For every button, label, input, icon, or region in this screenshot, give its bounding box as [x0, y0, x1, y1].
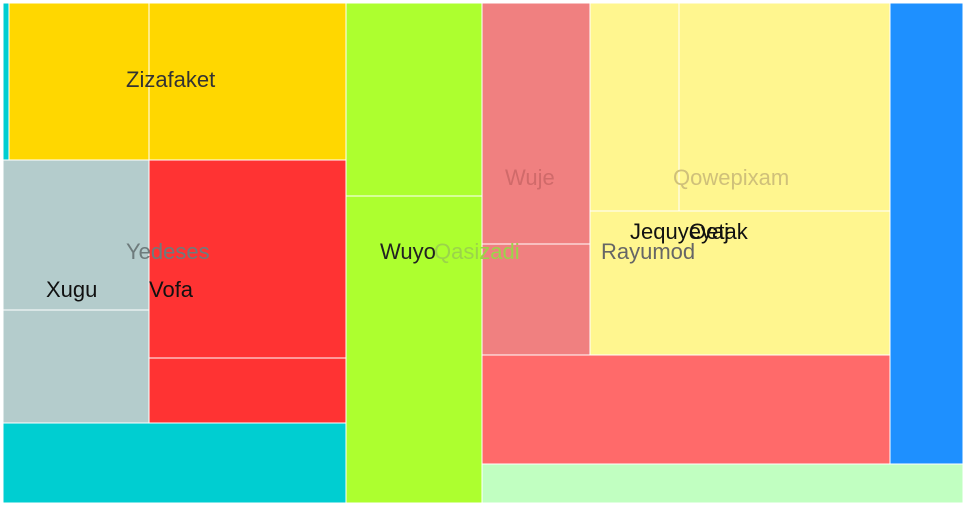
tile-zizafaket-left: [8, 2, 150, 161]
tile-salmon: [481, 354, 891, 465]
tile-zizafaket-right: [148, 2, 347, 161]
tile-qowepixam-right: [678, 2, 891, 212]
tile-blue: [889, 2, 964, 465]
tile-qasizadi-top: [345, 2, 483, 197]
label-xugu: Xugu: [46, 277, 97, 302]
label-qowepixam: Qowepixam: [673, 165, 789, 190]
tile-vofa-bottom: [148, 357, 347, 424]
label-jequyeyaj: Jequyeyaj: [630, 219, 729, 244]
tile-wuje: [481, 2, 591, 245]
tile-vofa-top: [148, 159, 347, 359]
label-wuje: Wuje: [505, 165, 555, 190]
label-yedeses: Yedeses: [126, 239, 210, 264]
tile-xugu-bottom: [2, 309, 150, 424]
label-oetak: Oetak: [689, 219, 749, 244]
label-wuyo: Wuyo: [380, 239, 436, 264]
label-rayumod: Rayumod: [601, 239, 695, 264]
label-qasizadi: Qasizadi: [434, 239, 520, 264]
tile-wuyo: [345, 195, 483, 504]
tile-mint: [481, 463, 964, 504]
label-zizafaket: Zizafaket: [126, 67, 215, 92]
tile-xugu-top: [2, 159, 150, 311]
label-vofa: Vofa: [149, 277, 194, 302]
tile-qowepixam-left: [589, 2, 680, 212]
